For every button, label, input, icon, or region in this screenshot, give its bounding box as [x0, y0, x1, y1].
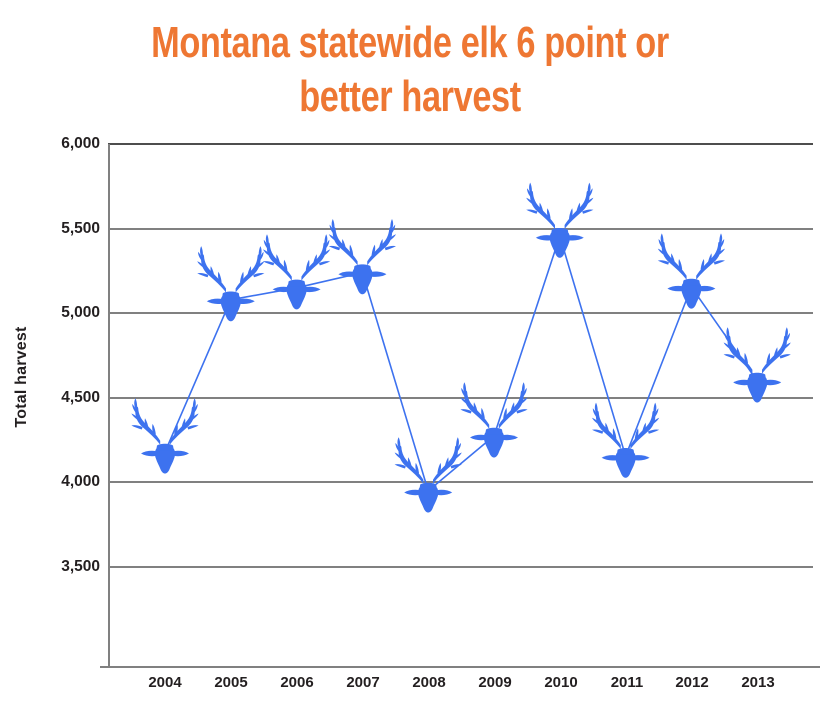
x-tick-label: 2008 [412, 674, 446, 691]
data-point-marker[interactable] [197, 246, 265, 322]
data-point-marker[interactable] [263, 234, 331, 310]
x-tick-label: 2011 [610, 674, 644, 691]
data-point-marker[interactable] [526, 182, 594, 258]
x-tick-label: 2009 [478, 674, 512, 691]
y-tick-label: 6,000 [61, 135, 100, 152]
x-tick-label: 2012 [675, 674, 709, 691]
x-tick-label: 2013 [741, 674, 775, 691]
data-point-marker[interactable] [657, 233, 725, 309]
data-point-marker[interactable] [131, 398, 199, 474]
data-point-marker[interactable] [723, 327, 791, 403]
data-point-marker[interactable] [592, 402, 660, 478]
y-tick-label: 5,500 [61, 220, 100, 237]
y-tick-label: 5,000 [61, 304, 100, 321]
x-tick-label: 2010 [544, 674, 578, 691]
x-tick-label: 2007 [346, 674, 380, 691]
gridlines [108, 143, 813, 568]
y-tick-label: 4,500 [61, 389, 100, 406]
series-line [164, 233, 758, 493]
page-title: Montana statewide elk 6 point or better … [151, 18, 669, 121]
y-tick-label: 3,500 [61, 558, 100, 575]
x-tick-label: 2004 [148, 674, 182, 691]
data-point-marker[interactable] [394, 437, 462, 513]
x-tick-label: 2006 [280, 674, 314, 691]
data-point-marker[interactable] [328, 219, 396, 295]
y-axis-tick-labels: 6,000 5,500 5,000 4,500 4,000 3,500 [34, 0, 100, 705]
y-tick-label: 4,000 [61, 473, 100, 490]
x-tick-label: 2005 [214, 674, 248, 691]
data-point-marker[interactable] [460, 382, 528, 458]
